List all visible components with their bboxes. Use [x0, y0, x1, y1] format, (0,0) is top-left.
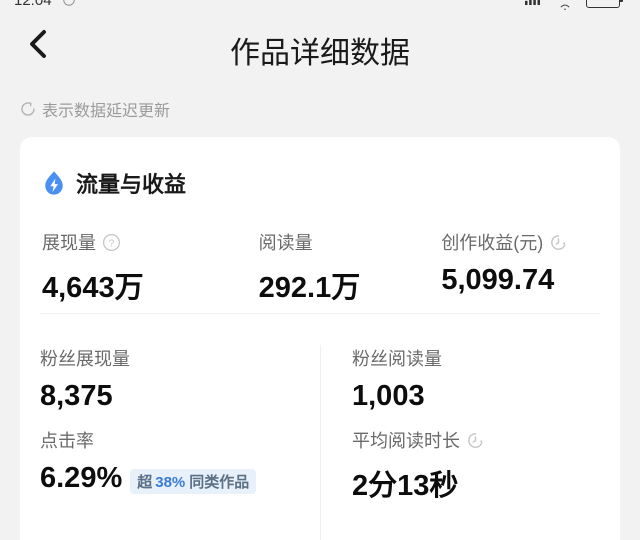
svg-text:?: ?	[109, 238, 115, 249]
